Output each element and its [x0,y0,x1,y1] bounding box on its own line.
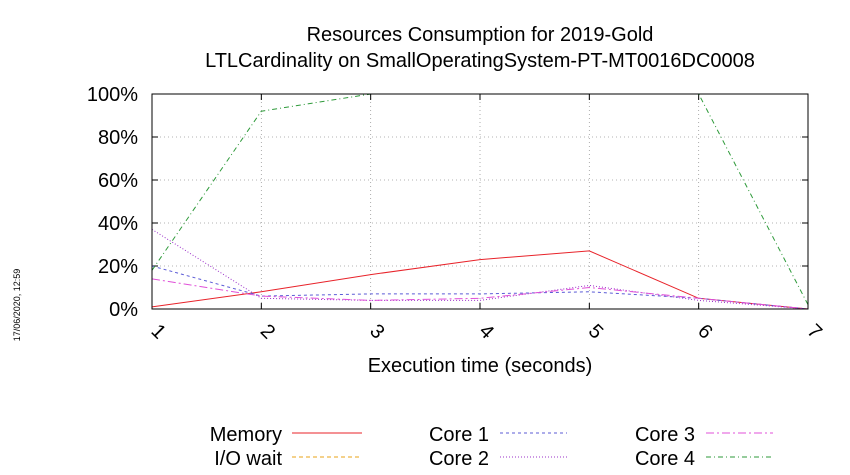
legend-label-memory: Memory [210,424,282,446]
x-tick-label: 1 [147,320,170,343]
y-tick-label: 60% [98,170,138,192]
legend-label-core-4: Core 4 [635,448,695,470]
y-tick-label: 100% [87,84,138,106]
x-tick-label: 4 [475,320,498,343]
x-tick-label: 2 [256,320,279,343]
legend-label-core-3: Core 3 [635,424,695,446]
legend-label-i-o-wait: I/O wait [214,448,282,470]
x-axis-label: Execution time (seconds) [368,355,593,377]
x-tick-label: 6 [693,320,716,343]
legend-label-core-2: Core 2 [429,448,489,470]
y-ticks: 0% 20% 40% 60% 80% 100% [87,84,808,321]
timestamp: 17/06/2020, 12:59 [12,269,22,342]
x-tick-label: 3 [365,320,388,343]
series-line-core-1 [151,265,809,310]
plot-frame [151,93,809,310]
legend-label-core-1: Core 1 [429,424,489,446]
x-ticks: 1 2 3 4 5 6 7 [147,94,826,343]
series-line-core-2 [151,228,809,310]
y-tick-label: 0% [109,299,138,321]
series-line-memory [151,250,809,310]
y-tick-label: 40% [98,213,138,235]
x-tick-label: 5 [584,320,607,343]
chart-subtitle: LTLCardinality on SmallOperatingSystem-P… [205,50,755,72]
y-tick-label: 80% [98,127,138,149]
grid [152,94,808,309]
chart-title: Resources Consumption for 2019-Gold [307,24,654,46]
series-line-core-4 [151,93,809,305]
series-line-core-3 [151,278,809,310]
x-tick-label: 7 [803,320,826,343]
y-tick-label: 20% [98,256,138,278]
